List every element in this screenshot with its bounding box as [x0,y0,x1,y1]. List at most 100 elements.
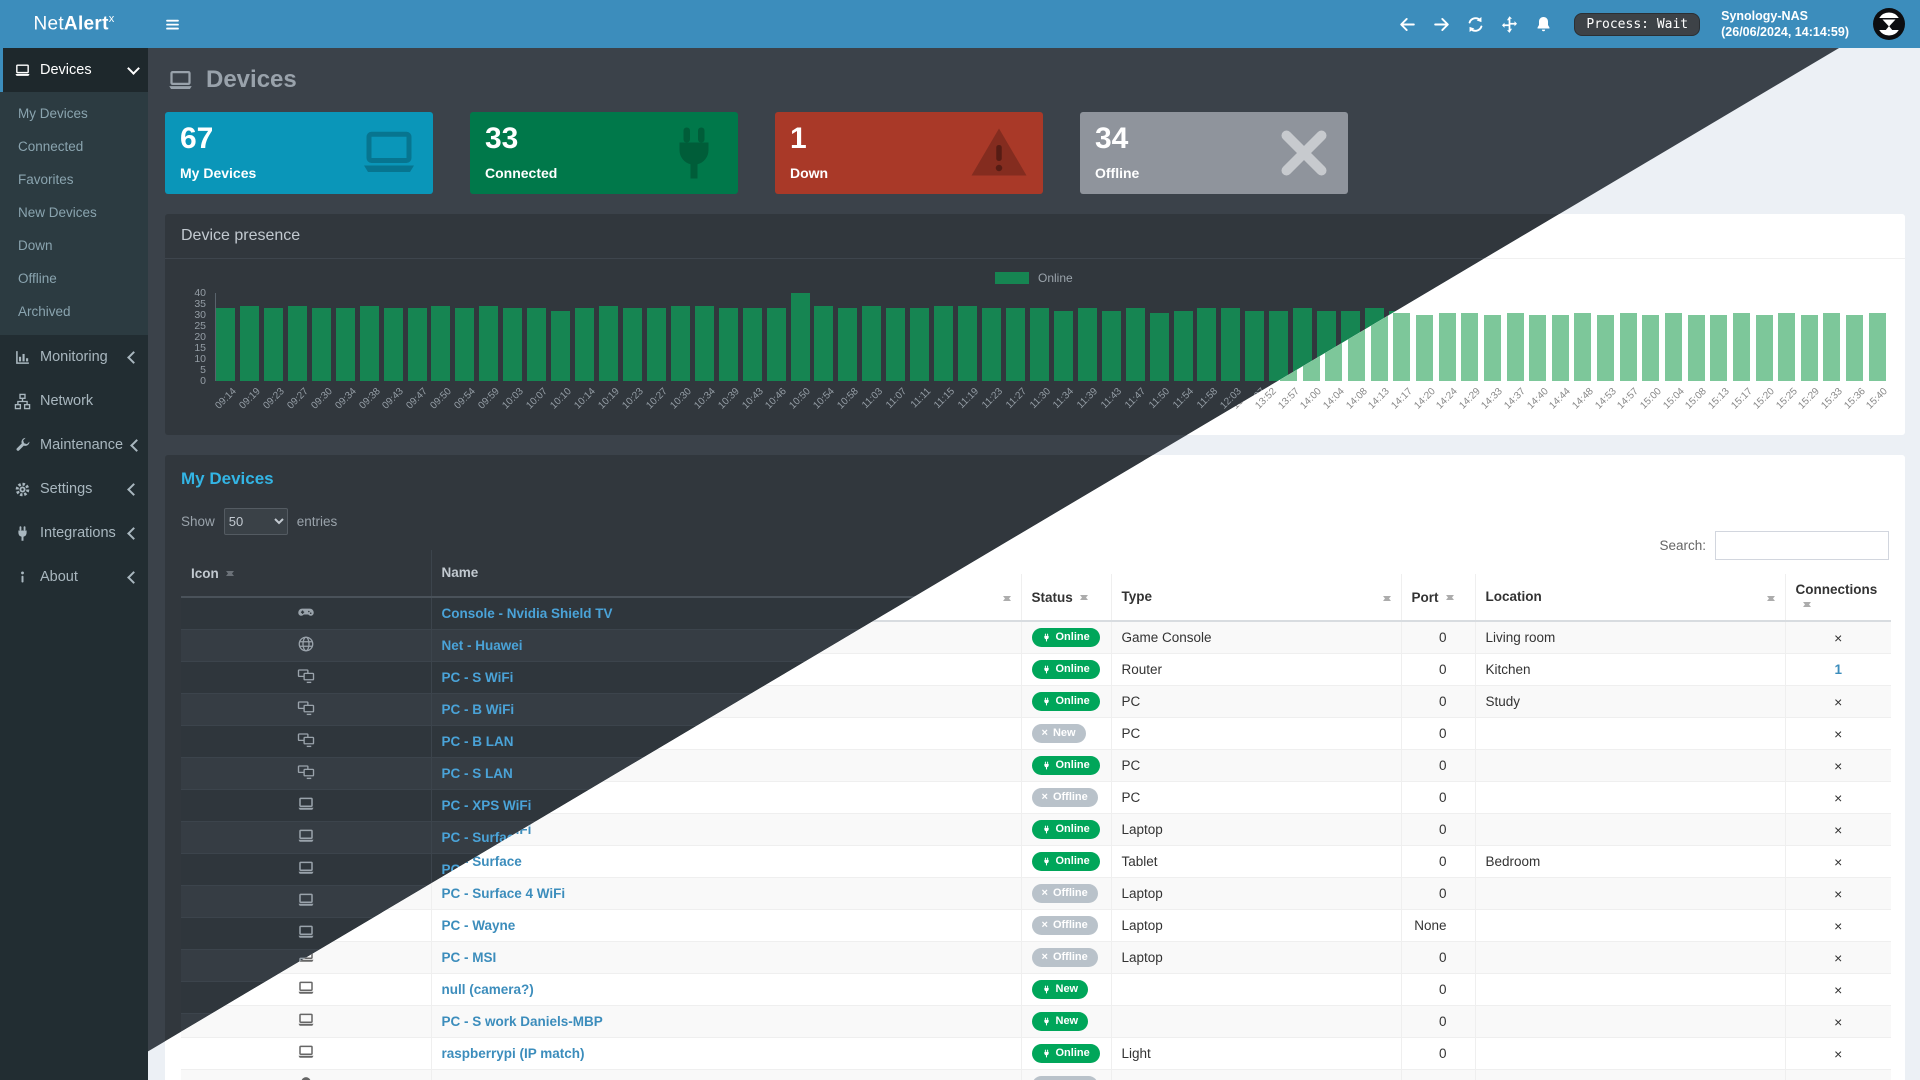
device-name-link[interactable]: PC - MSI [441,950,497,965]
device-port: 0 [1401,1005,1476,1038]
column-header-icon[interactable]: Icon [181,550,432,598]
stat-card-down[interactable]: 1 Down [775,112,1043,194]
arrow-left-icon[interactable] [1398,15,1417,34]
status-badge: ×New [1031,723,1086,744]
stat-label: Offline [1095,164,1140,181]
device-type: Router [1111,653,1402,686]
x-tick: 14:17 [1389,386,1415,412]
sidebar-subitem-down[interactable]: Down [18,238,53,253]
column-header-connections[interactable]: Connections [1785,574,1891,622]
device-name-link[interactable]: PC - B WiFi [441,702,515,717]
column-header-status[interactable]: Status [1021,574,1112,622]
status-badge: New [1031,979,1089,1000]
presence-bar [862,306,882,381]
presence-bar [1732,312,1750,381]
x-tick: 14:08 [1343,386,1370,412]
legend-label: Online [1038,271,1073,285]
x-tick: 15:08 [1683,386,1710,412]
x-tick: 15:04 [1660,386,1687,412]
x-tick: 10:34 [691,386,718,412]
x-tick: 09:19 [237,386,263,412]
show-label: Show [181,514,215,529]
x-tick: 14:37 [1502,386,1528,412]
x-tick: 14:57 [1615,386,1642,412]
device-type: PC [1111,781,1402,814]
x-tick: 11:30 [1027,386,1053,411]
status-badge: Online [1031,659,1100,680]
sidebar-item-network[interactable]: Network [0,379,148,423]
column-header-name[interactable]: Name [431,550,1022,598]
bell-icon[interactable] [1534,15,1553,34]
device-location [1475,941,1786,974]
sidebar-nav: Devices My Devices Connected Favorites New D… [0,48,148,599]
sidebar-subitem-offline[interactable]: Offline [18,271,57,286]
stat-card-my-devices[interactable]: 67 My Devices [165,112,433,194]
user-avatar[interactable] [1872,7,1906,41]
chevron-left-icon [127,350,140,364]
presence-bar [455,308,475,381]
column-header-port[interactable]: Port [1401,574,1476,622]
device-name-link[interactable]: Light - Sideboard WiFi [442,1078,585,1080]
presence-bar [1710,315,1728,381]
sidebar-subitem-favorites[interactable]: Favorites [18,172,74,187]
sidebar-item-settings[interactable]: Settings [0,467,148,511]
device-name-link[interactable]: Net - Huawei [441,638,523,653]
search-input[interactable] [1715,531,1889,560]
presence-bar [575,308,595,381]
x-tick: 14:33 [1479,386,1506,412]
presence-bar [742,308,762,381]
device-location [1475,717,1786,750]
stat-card-connected[interactable]: 33 Connected [470,112,738,194]
device-location [1475,749,1786,782]
x-icon: × [1041,886,1048,899]
device-name-link[interactable]: null (camera?) [441,982,534,997]
arrow-right-icon[interactable] [1432,15,1451,34]
stat-value: 34 [1095,122,1129,155]
device-name-link[interactable]: PC - S work Daniels-MBP [441,1014,603,1029]
device-name-link[interactable]: PC - Wayne [441,918,516,933]
device-type [1111,1005,1402,1038]
bulb-icon [297,1075,315,1080]
device-name-link[interactable]: PC - B LAN [441,734,514,749]
page-size-select[interactable]: 50 [223,508,288,535]
gear-icon [14,481,31,498]
refresh-icon[interactable] [1466,15,1485,34]
move-icon[interactable] [1500,15,1519,34]
presence-bar [1619,312,1637,381]
presence-bar [1800,315,1818,381]
search-box: Search: [1659,531,1889,560]
sidebar-toggle-button[interactable] [148,0,196,48]
no-connections-mark: × [1834,1013,1843,1030]
sidebar-subitem-new-devices[interactable]: New Devices [18,205,97,220]
sidebar-submenu: My Devices Connected Favorites New Devices D… [0,92,148,335]
sidebar-item-integrations[interactable]: Integrations [0,511,148,555]
device-name-link[interactable]: raspberrypi (IP match) [441,1046,585,1061]
sidebar-item-monitoring[interactable]: Monitoring [0,335,148,379]
sidebar-subitem-my-devices[interactable]: My Devices [18,106,88,121]
presence-bar [1868,312,1886,381]
x-tick: 14:04 [1321,386,1347,412]
device-name-link[interactable]: PC - Surface 4 WiFi [441,886,566,901]
device-name-link[interactable]: PC - S LAN [441,766,513,781]
connections-count-link[interactable]: 1 [1834,662,1842,677]
app-logo[interactable]: NetAlertx [33,12,115,35]
device-name-link[interactable]: PC - Surface [441,830,522,845]
sidebar-item-maintenance[interactable]: Maintenance [0,423,148,467]
presence-bar [1029,308,1049,381]
chevron-left-icon [130,438,143,452]
device-location [1475,1005,1786,1038]
device-name-link[interactable]: PC - S WiFi [441,670,514,685]
device-name-link[interactable]: Console - Nvidia Shield TV [441,606,613,621]
sidebar-subitem-archived[interactable]: Archived [18,304,71,319]
x-tick: 15:36 [1842,386,1868,412]
column-header-type[interactable]: Type [1111,574,1402,622]
stat-card-offline[interactable]: 34 Offline [1080,112,1348,194]
sidebar-item-devices[interactable]: Devices [0,48,148,92]
sidebar-item-about[interactable]: About [0,555,148,599]
x-tick: 09:38 [356,386,383,412]
sidebar-subitem-connected[interactable]: Connected [18,139,84,154]
column-header-location[interactable]: Location [1475,574,1786,622]
device-name-link[interactable]: PC - XPS WiFi [441,798,532,813]
x-tick: 11:50 [1147,386,1173,411]
sidebar-item-label: About [40,569,78,585]
